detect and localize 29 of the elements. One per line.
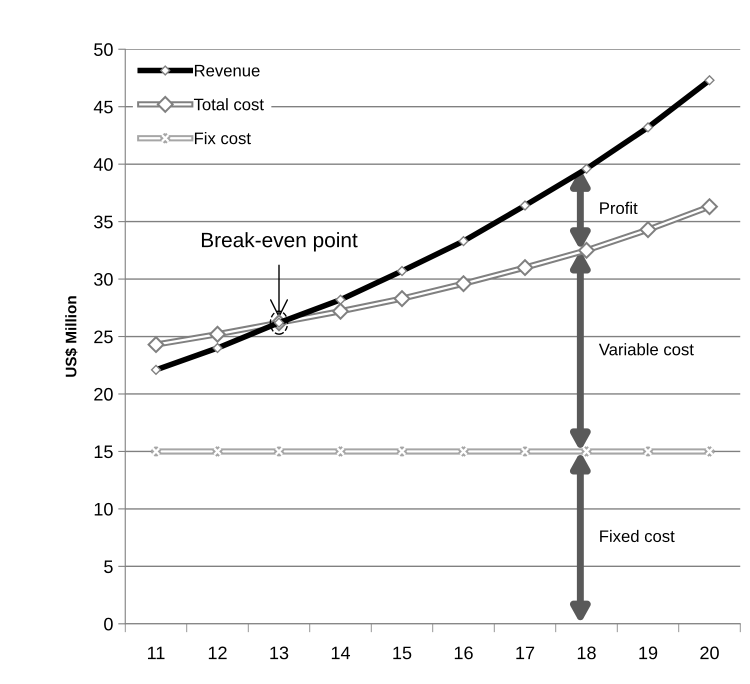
y-tick-label: 30 [94, 273, 113, 286]
y-tick-label: 25 [94, 330, 113, 344]
x-tick-label: 15 [393, 646, 412, 660]
x-tick-label: 11 [148, 646, 164, 660]
y-tick-label: 40 [94, 158, 113, 171]
y-tick-label: 10 [94, 502, 113, 516]
y-tick-label: 5 [104, 560, 113, 574]
y-tick-label: 0 [104, 618, 113, 631]
y-tick-label: 35 [94, 216, 113, 228]
x-tick-label: 20 [700, 646, 719, 660]
x-tick-label: 16 [454, 646, 473, 660]
legend-label: Fix cost [194, 132, 251, 144]
x-tick-label: 18 [578, 646, 596, 660]
x-tick-label: 12 [208, 646, 227, 660]
x-tick-label: 17 [516, 646, 534, 660]
x-tick-label: 13 [270, 646, 288, 660]
legend-label: Revenue [194, 64, 260, 76]
y-axis-title: US$ Million [64, 296, 78, 377]
y-tick-label: 45 [94, 100, 113, 114]
y-tick-label: 50 [94, 43, 113, 56]
x-tick-label: 19 [639, 646, 658, 660]
y-tick-label: 20 [94, 388, 113, 401]
legend-label: Total cost [194, 98, 264, 110]
annotation: Break-even point [202, 232, 358, 252]
annotation: Variable cost [598, 343, 694, 356]
annotation: Fixed cost [600, 530, 675, 542]
y-tick-label: 15 [94, 446, 113, 458]
x-tick-label: 14 [332, 646, 350, 660]
annotation: Profit [600, 202, 638, 214]
